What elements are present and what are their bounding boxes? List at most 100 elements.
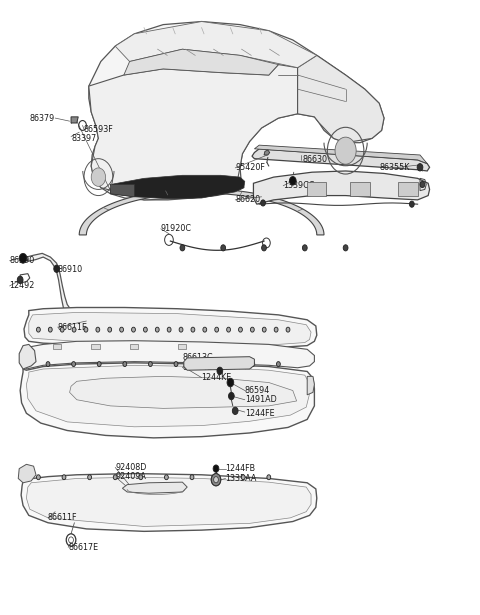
Circle shape [19,253,27,263]
Text: 1339CC: 1339CC [283,181,314,190]
Circle shape [241,475,245,480]
Text: 86614D: 86614D [182,363,214,372]
Circle shape [221,245,226,251]
Circle shape [46,362,50,367]
Text: 91920C: 91920C [161,224,192,233]
Circle shape [36,327,40,332]
Circle shape [148,362,152,367]
Circle shape [144,327,147,332]
Polygon shape [110,184,134,197]
Polygon shape [79,189,324,235]
Text: 83397: 83397 [71,134,96,143]
Circle shape [191,327,195,332]
Circle shape [91,168,106,186]
Circle shape [289,177,296,185]
Circle shape [251,362,255,367]
Bar [350,182,370,196]
Polygon shape [298,55,384,143]
Circle shape [239,327,242,332]
Text: 86611F: 86611F [48,514,77,522]
Circle shape [215,327,218,332]
Circle shape [84,327,88,332]
Circle shape [72,327,76,332]
Text: 86355K: 86355K [379,164,409,172]
Text: 92409A: 92409A [115,472,146,481]
Circle shape [262,327,266,332]
Text: 86620: 86620 [235,196,260,204]
Circle shape [179,327,183,332]
Circle shape [302,245,307,251]
Circle shape [165,475,168,480]
Polygon shape [307,376,314,395]
Circle shape [200,362,204,367]
Circle shape [180,245,185,251]
Polygon shape [264,150,270,155]
Text: 86611E: 86611E [58,323,87,331]
Circle shape [17,276,23,284]
Polygon shape [26,365,310,427]
Circle shape [123,362,127,367]
Bar [398,182,418,196]
Circle shape [216,475,219,480]
Polygon shape [115,22,317,68]
Circle shape [267,475,271,480]
Polygon shape [21,474,317,531]
Polygon shape [89,22,384,200]
Text: 86617E: 86617E [68,543,98,552]
Polygon shape [89,65,298,200]
Circle shape [417,164,423,171]
Circle shape [88,475,92,480]
Polygon shape [70,376,297,408]
Polygon shape [252,149,430,171]
Bar [53,344,61,349]
Text: 86594: 86594 [245,386,270,395]
Polygon shape [124,49,278,75]
Circle shape [227,327,230,332]
Polygon shape [71,117,78,123]
Polygon shape [19,344,36,369]
Polygon shape [122,482,187,493]
Text: 86910: 86910 [58,265,83,274]
Text: 1244FB: 1244FB [226,464,256,473]
Circle shape [167,327,171,332]
Text: 1244KE: 1244KE [202,373,232,382]
Circle shape [251,327,254,332]
Circle shape [156,327,159,332]
Circle shape [409,201,414,207]
Circle shape [214,477,218,483]
Circle shape [420,181,425,188]
Circle shape [72,362,75,367]
Circle shape [48,327,52,332]
Circle shape [225,362,229,367]
Text: 86593F: 86593F [84,125,114,133]
Text: 86613C: 86613C [182,354,213,362]
Circle shape [213,465,219,472]
Circle shape [335,137,356,164]
Polygon shape [24,308,317,347]
Bar [178,344,186,349]
Polygon shape [26,477,311,526]
Circle shape [276,362,280,367]
Circle shape [343,245,348,251]
Text: 95420F: 95420F [235,164,265,172]
Polygon shape [23,341,314,369]
Text: 86379: 86379 [30,114,55,122]
Circle shape [211,474,221,486]
Polygon shape [110,175,245,199]
Polygon shape [18,464,36,483]
Polygon shape [20,363,314,438]
Circle shape [113,475,117,480]
Circle shape [108,327,112,332]
Bar [91,344,100,349]
Polygon shape [184,357,254,370]
Circle shape [120,327,123,332]
Bar [130,344,138,349]
Text: 1244FE: 1244FE [245,409,275,418]
Text: 1335AA: 1335AA [226,474,257,483]
Circle shape [217,367,223,375]
Circle shape [96,327,100,332]
Text: 12492: 12492 [10,282,35,290]
Circle shape [227,378,234,387]
Circle shape [274,327,278,332]
Bar [307,182,326,196]
